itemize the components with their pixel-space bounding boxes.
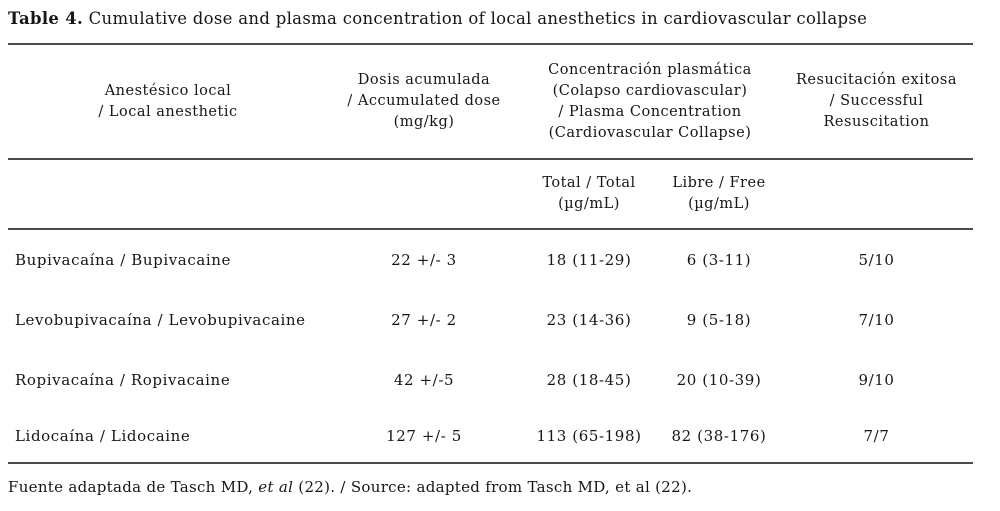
table-title-block: Table 4. Cumulative dose and plasma conc…	[8, 0, 973, 45]
footnote-source-en: (22). / Source: adapted from Tasch MD, e…	[293, 478, 693, 496]
cell-free-concentration: 9 (5-18)	[686, 311, 752, 329]
header-cell-resuscitation: Resucitación exitosa / Successful Resusc…	[796, 72, 957, 130]
cell-successful-resuscitation: 9/10	[858, 371, 895, 389]
cell-anesthetic-name: Bupivacaína / Bupivacaine	[15, 251, 232, 269]
cell-anesthetic-name: Levobupivacaína / Levobupivacaine	[15, 311, 306, 329]
cell-accumulated-dose: 42 +/-5	[393, 371, 455, 389]
cell-total-concentration: 18 (11-29)	[546, 251, 632, 269]
page-title: Table 4. Cumulative dose and plasma conc…	[8, 8, 973, 30]
table-title-text: Cumulative dose and plasma concentration…	[83, 9, 868, 28]
cell-free-concentration: 6 (3-11)	[686, 251, 752, 269]
header-cell-plasma-concentration: Concentración plasmática (Colapso cardio…	[548, 61, 752, 141]
cell-total-concentration: 28 (18-45)	[546, 371, 632, 389]
cell-accumulated-dose: 127 +/- 5	[386, 427, 462, 445]
cell-successful-resuscitation: 7/7	[863, 427, 890, 445]
cell-successful-resuscitation: 5/10	[858, 251, 895, 269]
cell-accumulated-dose: 22 +/- 3	[391, 251, 457, 269]
cell-free-concentration: 82 (38-176)	[671, 427, 767, 445]
table-row: Lidocaína / Lidocaine 127 +/- 5 113 (65-…	[8, 410, 973, 464]
table-row: Bupivacaína / Bupivacaine 22 +/- 3 18 (1…	[8, 230, 973, 290]
cell-total-concentration: 23 (14-36)	[546, 311, 632, 329]
table-subheader-row: Total / Total (µg/mL) Libre / Free (µg/m…	[8, 160, 973, 230]
subheader-cell-free: Libre / Free (µg/mL)	[672, 175, 766, 212]
footnote-et-al-italic: et al	[258, 478, 294, 496]
cell-accumulated-dose: 27 +/- 2	[391, 311, 457, 329]
table-header-row: Anestésico local / Local anesthetic Dosi…	[8, 45, 973, 160]
cell-total-concentration: 113 (65-198)	[536, 427, 642, 445]
table-row: Ropivacaína / Ropivacaine 42 +/-5 28 (18…	[8, 350, 973, 410]
footnote-source-es: Fuente adaptada de Tasch MD,	[8, 478, 259, 496]
header-cell-dose: Dosis acumulada / Accumulated dose (mg/k…	[347, 72, 501, 130]
cell-anesthetic-name: Ropivacaína / Ropivacaine	[15, 371, 231, 389]
subheader-cell-total: Total / Total (µg/mL)	[542, 175, 636, 212]
cell-successful-resuscitation: 7/10	[858, 311, 895, 329]
header-cell-anesthetic: Anestésico local / Local anesthetic	[98, 82, 238, 120]
table-row: Levobupivacaína / Levobupivacaine 27 +/-…	[8, 290, 973, 350]
cell-free-concentration: 20 (10-39)	[676, 371, 762, 389]
table-footnote: Fuente adaptada de Tasch MD, et al (22).…	[8, 464, 1000, 497]
cell-anesthetic-name: Lidocaína / Lidocaine	[15, 427, 191, 445]
table-number-label: Table 4.	[8, 9, 84, 28]
